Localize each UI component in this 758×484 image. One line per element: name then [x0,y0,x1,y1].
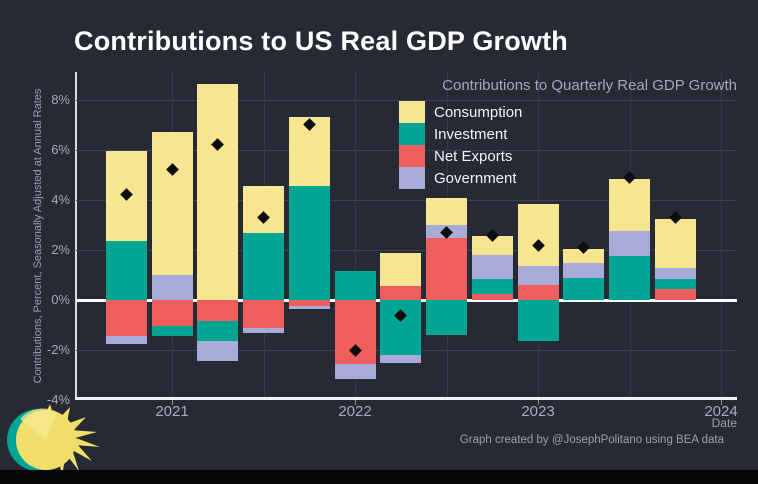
legend-swatch-government-icon [399,167,425,189]
plot-area [76,72,737,399]
bar-segment-net-exports [655,289,696,300]
bar-segment-consumption [655,219,696,268]
bar-segment-government [609,231,650,256]
bar-segment-investment [655,279,696,289]
bar-segment-investment [243,233,284,300]
legend-label: Net Exports [434,147,513,165]
bar-segment-government [380,355,421,363]
y-tick-label: 4% [51,192,70,207]
bar-segment-government [563,263,604,278]
bar-segment-investment [563,278,604,300]
bar-segment-net-exports [289,300,330,306]
bar-segment-net-exports [152,300,193,326]
x-tick-mark [538,400,539,405]
bar-segment-consumption [609,179,650,231]
chart-subtitle: Contributions to Quarterly Real GDP Grow… [442,77,737,94]
x-axis-title: Date [711,416,737,430]
bar-segment-government [243,328,284,333]
bar-segment-government [289,306,330,309]
bar-segment-government [655,268,696,279]
bar-segment-investment [335,271,376,300]
x-tick-mark [172,400,173,405]
y-tick-label: 6% [51,142,70,157]
x-tick-label: 2023 [521,403,555,420]
bar-segment-investment [472,279,513,294]
legend-item-net-exports[interactable]: Net Exports [399,145,522,167]
bar-segment-net-exports [518,285,559,300]
bar-segment-investment [106,241,147,300]
legend-item-consumption[interactable]: Consumption [399,101,522,123]
legend-swatch-investment-icon [399,123,425,145]
bar-segment-net-exports [243,300,284,328]
x-tick-label: 2024 [704,403,738,420]
h-gridline [76,200,737,201]
bar-segment-net-exports [197,300,238,321]
bar-segment-consumption [563,249,604,263]
bar-segment-net-exports [472,294,513,300]
bar-segment-consumption [197,84,238,300]
bar-segment-government [335,364,376,379]
bar-segment-net-exports [426,238,467,300]
legend-item-investment[interactable]: Investment [399,123,522,145]
bar-segment-consumption [243,186,284,233]
y-tick-label: 2% [51,242,70,257]
h-gridline [76,100,737,101]
x-axis-line [75,397,737,400]
x-tick-label: 2022 [338,403,372,420]
bar-segment-net-exports [106,300,147,336]
legend-label: Government [434,169,517,187]
bar-segment-government [106,336,147,344]
bar-segment-investment [289,186,330,300]
bar-segment-government [518,266,559,285]
chart-title: Contributions to US Real GDP Growth [74,26,569,56]
bar-segment-government [152,275,193,300]
x-tick-mark [721,400,722,405]
bar-segment-consumption [426,198,467,225]
legend-item-government[interactable]: Government [399,167,522,189]
bottom-border-bar [0,470,758,484]
y-tick-label: 0% [51,292,70,307]
bar-segment-consumption [472,236,513,255]
legend-label: Investment [434,125,508,143]
v-gridline [355,72,356,399]
y-tick-label: 8% [51,92,70,107]
legend-swatch-net-exports-icon [399,145,425,167]
y-tick-label: -4% [46,392,70,407]
bar-segment-investment [152,326,193,336]
y-tick-label: -2% [46,342,70,357]
bar-segment-investment [518,300,559,341]
bar-segment-government [197,341,238,361]
bar-segment-government [472,255,513,279]
chart-legend: Consumption Investment Net Exports Governme… [399,101,522,189]
sun-logo [7,404,100,472]
bar-segment-investment [197,321,238,341]
bar-segment-consumption [380,253,421,286]
bar-segment-investment [426,300,467,335]
x-tick-mark [355,400,356,405]
legend-label: Consumption [434,103,523,121]
bar-segment-consumption [152,132,193,275]
bar-segment-investment [609,256,650,300]
v-gridline [721,72,722,399]
legend-swatch-consumption-icon [399,101,425,123]
y-axis-line [75,72,77,399]
bar-segment-consumption [518,204,559,266]
bar-segment-net-exports [380,286,421,300]
h-gridline [76,250,737,251]
credit-text: Graph created by @JosephPolitano using B… [459,434,724,446]
x-tick-label: 2021 [155,403,189,420]
